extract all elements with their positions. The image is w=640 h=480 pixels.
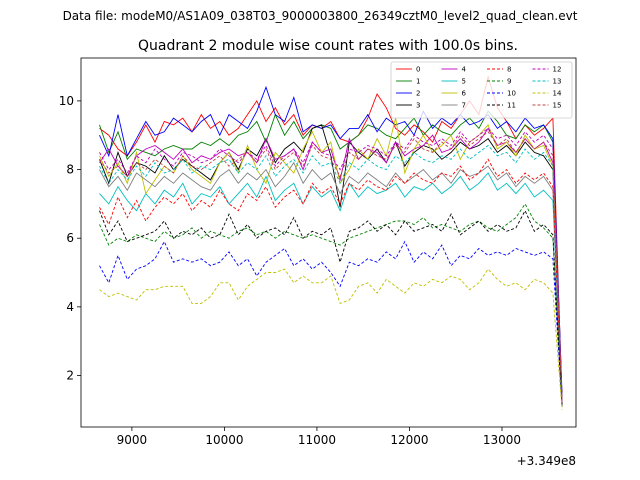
series-line-13 [99,144,563,404]
legend-label-5: 5 [462,78,466,86]
axes-frame [80,57,577,428]
legend-label-14: 14 [553,90,562,98]
series-line-3 [99,124,563,404]
legend-label-10: 10 [507,90,516,98]
series-line-0 [99,75,563,404]
series-line-4 [99,127,563,400]
legend-label-6: 6 [462,90,467,98]
figure-suptitle: Data file: modeM0/AS1A09_038T03_90000038… [63,9,578,23]
series-line-9 [99,203,563,407]
y-tick-label: 6 [66,231,74,245]
legend-label-4: 4 [462,66,467,74]
chart-title: Quadrant 2 module wise count rates with … [138,38,518,54]
x-tick-label: 13000 [483,433,521,447]
series-line-8 [99,158,563,407]
series-line-5 [99,172,563,407]
series-line-14 [99,268,563,410]
x-tick-label: 11000 [298,433,336,447]
legend-label-15: 15 [553,102,562,110]
series-line-6 [99,117,563,407]
y-tick-label: 2 [66,369,74,383]
legend-label-3: 3 [416,102,420,110]
series-line-10 [99,240,563,407]
legend-label-1: 1 [416,78,420,86]
legend-box [390,61,573,119]
x-axis-offset-label: +3.349e8 [517,454,576,468]
legend-label-8: 8 [507,66,511,74]
legend-label-2: 2 [416,90,420,98]
y-tick-label: 4 [66,300,74,314]
legend-label-9: 9 [507,78,511,86]
y-axis-ticks: 2 4 6 8 10 [59,94,81,383]
series-line-7 [99,161,563,404]
x-tick-label: 12000 [390,433,428,447]
x-tick-label: 9000 [117,433,148,447]
legend-label-12: 12 [553,66,562,74]
series-line-12 [99,127,563,404]
legend-label-7: 7 [462,102,466,110]
series-line-15 [99,131,563,404]
legend-label-13: 13 [553,78,562,86]
legend-label-11: 11 [507,102,516,110]
y-tick-label: 8 [66,163,74,177]
x-axis-ticks: 9000 10000 11000 12000 13000 [117,427,521,447]
x-tick-label: 10000 [205,433,243,447]
legend-label-0: 0 [416,66,420,74]
series-layer [99,75,563,410]
series-line-11 [99,209,563,407]
y-tick-label: 10 [59,94,74,108]
